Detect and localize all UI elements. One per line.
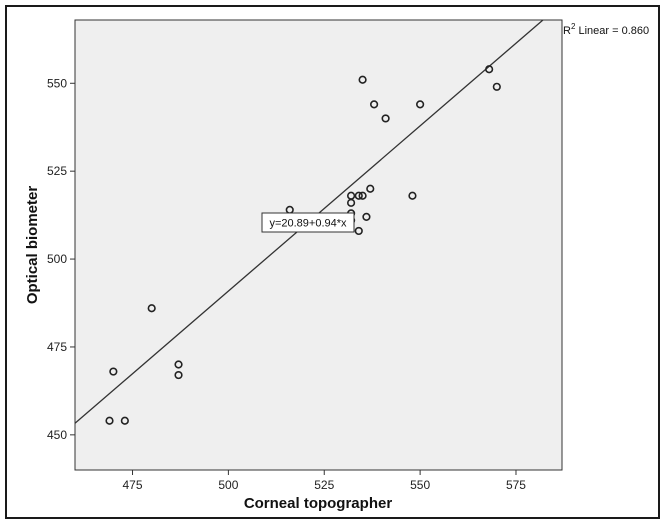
- data-point: [370, 100, 379, 109]
- data-point: [105, 416, 114, 425]
- plot-area: [74, 19, 563, 471]
- r-squared-superscript: 2: [571, 22, 576, 31]
- x-axis-title: Corneal topographer: [244, 495, 393, 512]
- y-tick-label: 500: [47, 252, 67, 266]
- data-point: [358, 191, 367, 200]
- data-point: [174, 370, 183, 380]
- data-point: [354, 191, 363, 200]
- data-point: [358, 75, 367, 84]
- y-axis-title: Optical biometer: [24, 186, 41, 305]
- r-squared-value: Linear = 0.860: [575, 25, 649, 37]
- data-point: [354, 226, 363, 236]
- equation-label: y=20.89+0.94*x: [269, 218, 347, 230]
- x-tick-label: 525: [314, 478, 334, 492]
- x-tick-label: 575: [506, 478, 526, 492]
- x-tick-label: 500: [218, 478, 238, 492]
- r-squared-label: R2 Linear = 0.860: [563, 22, 649, 37]
- x-tick-label: 550: [410, 478, 430, 492]
- data-point: [416, 100, 425, 109]
- data-point: [408, 191, 417, 200]
- data-point: [346, 198, 356, 207]
- data-point: [485, 65, 494, 74]
- y-tick-label: 475: [47, 340, 67, 354]
- data-point: [174, 360, 183, 369]
- equation-box-frame: [261, 212, 355, 233]
- data-point: [362, 212, 371, 221]
- x-tick-label: 475: [123, 478, 143, 492]
- data-point: [120, 416, 129, 425]
- data-point: [109, 367, 118, 376]
- equation-box: y=20.89+0.94*x: [261, 212, 355, 233]
- axis-ticks: 475 500 525 550 575 450 475 500 525 550: [47, 76, 526, 492]
- data-point: [381, 114, 390, 123]
- data-point: [492, 82, 501, 91]
- data-point: [147, 304, 156, 313]
- data-point: [366, 184, 375, 193]
- data-points: [105, 65, 501, 425]
- y-tick-label: 550: [47, 76, 67, 90]
- r-squared-prefix: R: [563, 25, 571, 37]
- y-tick-label: 450: [47, 428, 67, 442]
- y-tick-label: 525: [47, 164, 67, 178]
